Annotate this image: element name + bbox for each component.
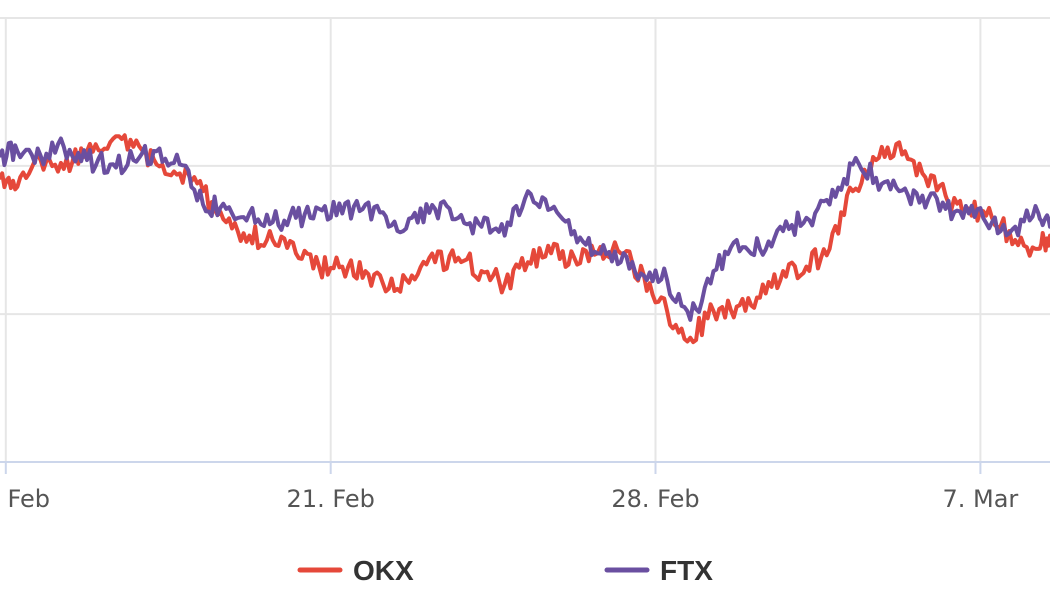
legend: OKX FTX — [297, 555, 713, 586]
legend-label: FTX — [660, 555, 713, 586]
x-tick-label: 21. Feb — [287, 485, 375, 513]
legend-item-okx[interactable]: OKX — [297, 555, 414, 586]
x-tick-label: 14. Feb — [0, 485, 50, 513]
series-line-ftx — [0, 136, 1050, 322]
legend-label: OKX — [353, 555, 414, 586]
series-group — [0, 133, 1050, 345]
x-axis: 14. Feb 21. Feb 28. Feb 7. Mar — [0, 462, 1018, 513]
x-tick-label: 28. Feb — [611, 485, 699, 513]
x-tick-label: 7. Mar — [942, 485, 1018, 513]
series-line-okx — [0, 133, 1050, 345]
grid — [0, 17, 1050, 462]
legend-item-ftx[interactable]: FTX — [604, 555, 713, 586]
